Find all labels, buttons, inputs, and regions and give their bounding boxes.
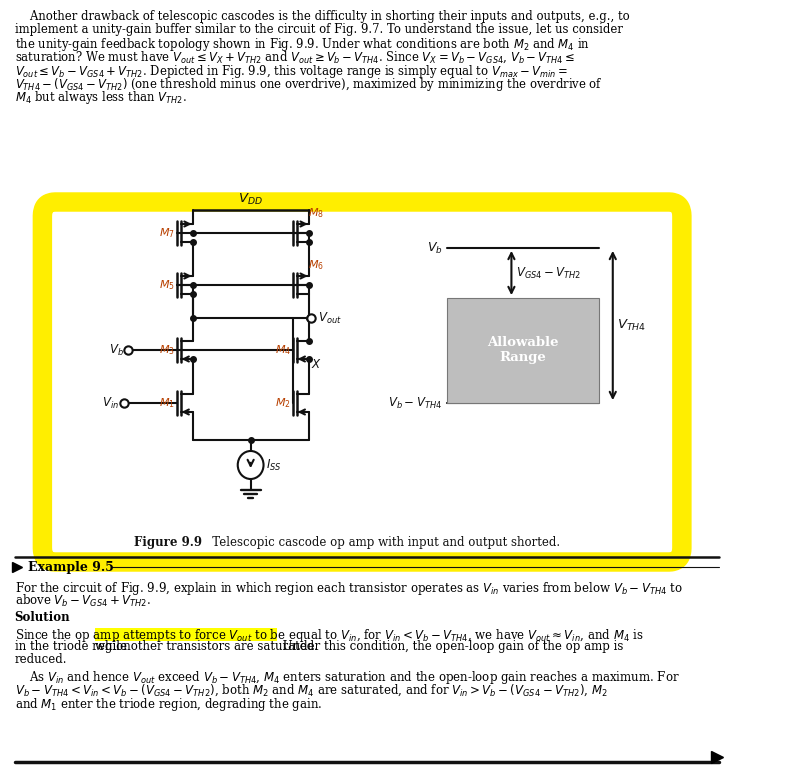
Circle shape bbox=[238, 451, 264, 479]
Text: reduced.: reduced. bbox=[14, 653, 67, 666]
Text: $M_8$: $M_8$ bbox=[308, 206, 324, 220]
Text: Figure 9.9: Figure 9.9 bbox=[134, 536, 202, 549]
Text: $I_{SS}$: $I_{SS}$ bbox=[266, 458, 282, 472]
Text: $M_2$: $M_2$ bbox=[276, 396, 291, 410]
Text: $V_{TH4} - (V_{GS4} - V_{TH2})$ (one threshold minus one overdrive), maximized b: $V_{TH4} - (V_{GS4} - V_{TH2})$ (one thr… bbox=[14, 76, 603, 93]
Text: $V_b - V_{TH4} < V_{in} < V_b - (V_{GS4} - V_{TH2})$, both $M_2$ and $M_4$ are s: $V_b - V_{TH4} < V_{in} < V_b - (V_{GS4}… bbox=[14, 682, 607, 698]
Text: $X$: $X$ bbox=[312, 358, 322, 371]
Text: Telescopic cascode op amp with input and output shorted.: Telescopic cascode op amp with input and… bbox=[201, 536, 560, 549]
Text: in the triode region: in the triode region bbox=[14, 640, 134, 653]
Text: $V_{TH4}$: $V_{TH4}$ bbox=[618, 318, 646, 333]
Text: while other transistors are saturated.: while other transistors are saturated. bbox=[95, 640, 318, 653]
Text: Solution: Solution bbox=[14, 611, 70, 625]
Text: saturation? We must have $V_{out} \leq V_X + V_{TH2}$ and $V_{out} \geq V_b - V_: saturation? We must have $V_{out} \leq V… bbox=[14, 49, 575, 65]
Text: $V_{out} \leq V_b - V_{GS4} + V_{TH2}$. Depicted in Fig. 9.9, this voltage range: $V_{out} \leq V_b - V_{GS4} + V_{TH2}$. … bbox=[14, 63, 567, 80]
Text: $V_{GS4} - V_{TH2}$: $V_{GS4} - V_{TH2}$ bbox=[516, 266, 581, 280]
Text: Example 9.5: Example 9.5 bbox=[28, 560, 113, 574]
Text: $M_7$: $M_7$ bbox=[159, 226, 175, 240]
Text: $V_{in}$: $V_{in}$ bbox=[102, 395, 119, 411]
Text: $M_3$: $M_3$ bbox=[159, 343, 175, 357]
Text: the unity-gain feedback topology shown in Fig. 9.9. Under what conditions are bo: the unity-gain feedback topology shown i… bbox=[14, 36, 590, 53]
Text: As $V_{in}$ and hence $V_{out}$ exceed $V_b - V_{TH4}$, $M_4$ enters saturation : As $V_{in}$ and hence $V_{out}$ exceed $… bbox=[29, 669, 680, 686]
Text: $M_6$: $M_6$ bbox=[308, 258, 324, 272]
Bar bbox=[95, 628, 277, 641]
Text: and $M_1$ enter the triode region, degrading the gain.: and $M_1$ enter the triode region, degra… bbox=[14, 696, 322, 713]
Text: $M_1$: $M_1$ bbox=[159, 396, 175, 410]
Bar bbox=[447, 298, 599, 403]
Text: $M_4$: $M_4$ bbox=[275, 343, 291, 357]
Text: above $V_b - V_{GS4} + V_{TH2}$.: above $V_b - V_{GS4} + V_{TH2}$. bbox=[14, 593, 151, 609]
Text: $V_{out}$: $V_{out}$ bbox=[318, 310, 342, 326]
Text: $V_b$: $V_b$ bbox=[108, 343, 124, 357]
Text: Allowable
Range: Allowable Range bbox=[487, 337, 559, 364]
Text: Under this condition, the open-loop gain of the op amp is: Under this condition, the open-loop gain… bbox=[279, 640, 623, 653]
Text: For the circuit of Fig. 9.9, explain in which region each transistor operates as: For the circuit of Fig. 9.9, explain in … bbox=[14, 580, 682, 597]
Text: $V_b$: $V_b$ bbox=[426, 240, 442, 256]
Text: implement a unity-gain buffer similar to the circuit of Fig. 9.7. To understand : implement a unity-gain buffer similar to… bbox=[14, 23, 622, 36]
Text: $V_b - V_{TH4}$: $V_b - V_{TH4}$ bbox=[388, 395, 442, 411]
Text: $M_5$: $M_5$ bbox=[159, 278, 175, 292]
Text: $V_{DD}$: $V_{DD}$ bbox=[238, 192, 263, 207]
Text: Since the op amp attempts to force $V_{out}$ to be equal to $V_{in}$, for $V_{in: Since the op amp attempts to force $V_{o… bbox=[14, 627, 643, 644]
Text: $M_4$ but always less than $V_{TH2}$.: $M_4$ but always less than $V_{TH2}$. bbox=[14, 90, 186, 107]
Text: Another drawback of telescopic cascodes is the difficulty in shorting their inpu: Another drawback of telescopic cascodes … bbox=[14, 10, 630, 23]
